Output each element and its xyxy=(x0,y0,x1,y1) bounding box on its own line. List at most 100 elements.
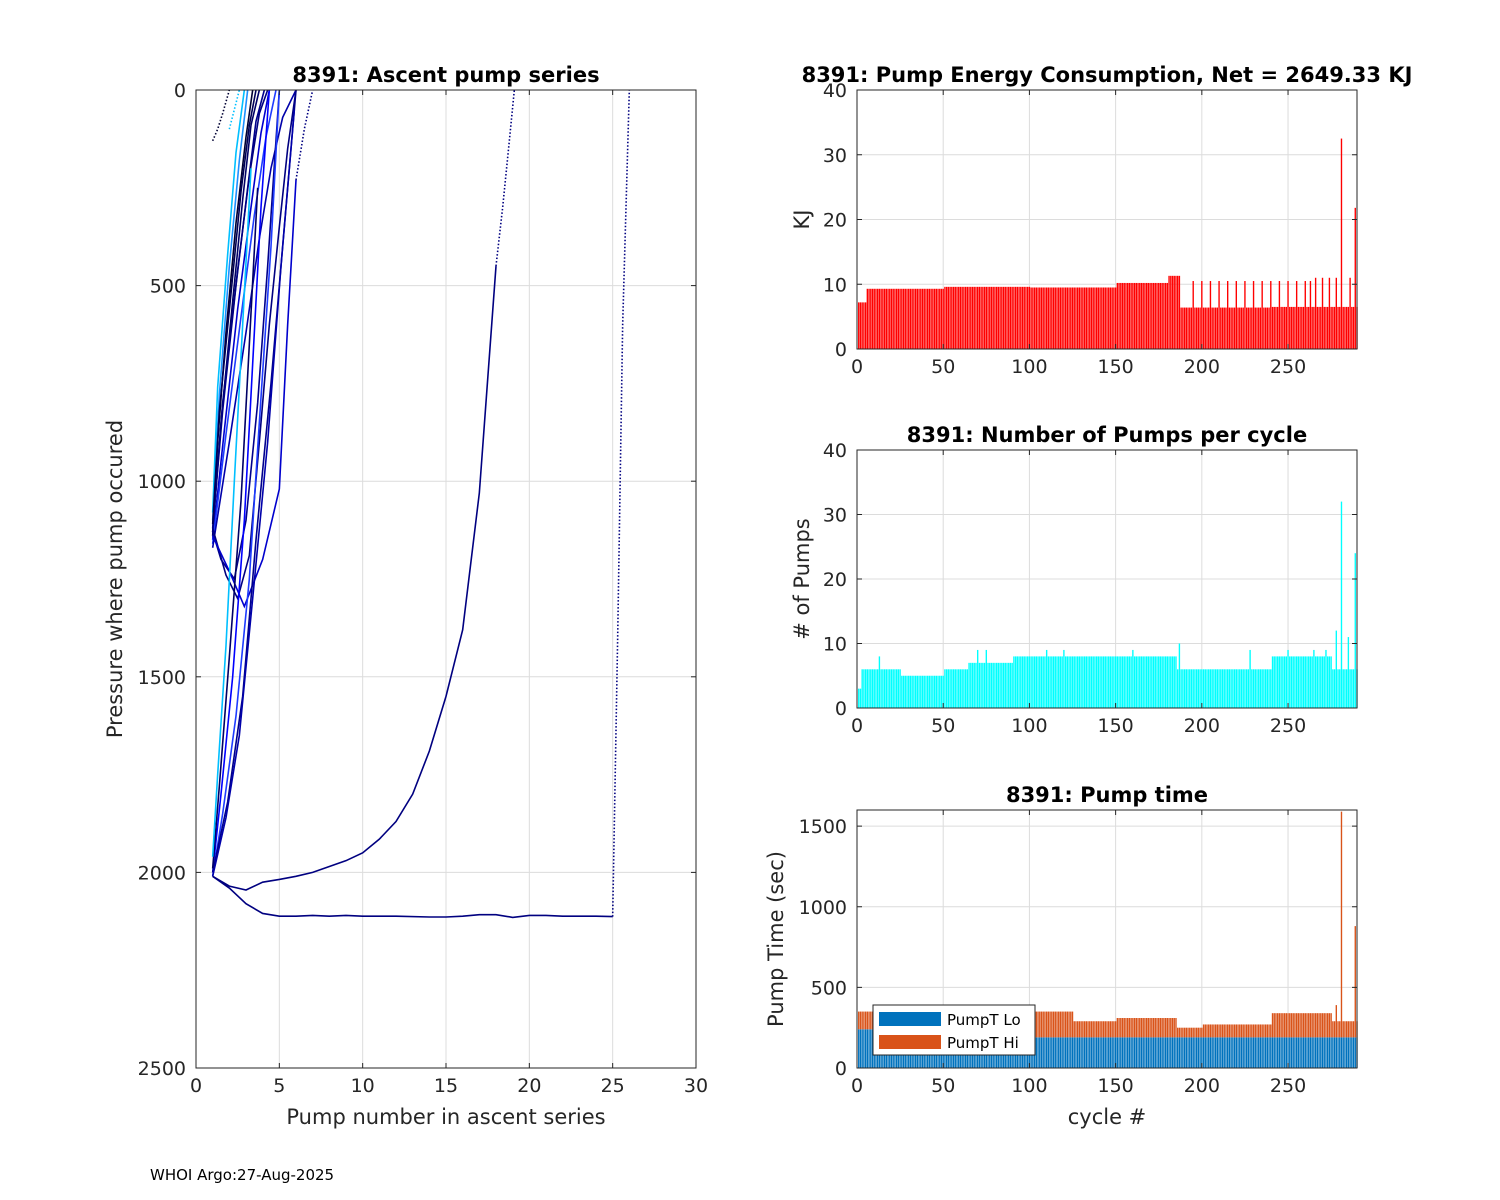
bar xyxy=(1345,306,1348,349)
bar-pumpt-hi xyxy=(1104,1021,1106,1038)
bar xyxy=(1275,306,1277,349)
bar-pumpt-lo xyxy=(1178,1037,1181,1068)
bar xyxy=(1320,656,1322,708)
bar xyxy=(1259,669,1262,708)
bar-pumpt-lo xyxy=(1168,1037,1170,1068)
bar-pumpt-hi xyxy=(859,1011,862,1030)
bar xyxy=(1039,287,1041,349)
bar xyxy=(1282,656,1284,708)
bar-pumpt-hi xyxy=(1051,1011,1053,1038)
bar-pumpt-lo xyxy=(1166,1037,1169,1068)
bar xyxy=(1009,286,1012,349)
bar xyxy=(1147,656,1150,708)
bar-pumpt-lo xyxy=(864,1029,867,1068)
bar xyxy=(899,288,901,349)
bar xyxy=(1251,307,1253,349)
bar xyxy=(930,288,932,349)
bar xyxy=(1258,669,1260,708)
bar-pumpt-hi xyxy=(1149,1018,1151,1038)
ascent-xlabel: Pump number in ascent series xyxy=(286,1105,605,1129)
x-tick-label: 150 xyxy=(1097,356,1133,378)
series-line-deep-4 xyxy=(211,187,259,869)
bar-pumpt-lo xyxy=(1287,1037,1289,1068)
bar xyxy=(890,288,893,349)
bar xyxy=(1237,307,1239,349)
bar xyxy=(1187,307,1189,349)
bar-pumpt-lo xyxy=(1323,1037,1325,1068)
bar-pumpt-hi xyxy=(1235,1024,1237,1038)
bar xyxy=(1185,669,1187,708)
x-tick-label: 200 xyxy=(1184,715,1220,737)
bar-pumpt-lo xyxy=(1058,1037,1060,1068)
bar xyxy=(1097,287,1100,349)
bar xyxy=(944,286,946,349)
bar xyxy=(901,288,903,349)
bar-pumpt-hi xyxy=(1142,1018,1144,1038)
series-line-deep-6 xyxy=(211,109,296,877)
y-tick-label: 1500 xyxy=(799,816,847,838)
bar-pumpt-lo xyxy=(1094,1037,1096,1068)
bar xyxy=(1173,275,1175,349)
bar xyxy=(1039,656,1041,708)
bar xyxy=(1077,287,1079,349)
bar xyxy=(877,288,879,349)
bar-pumpt-hi xyxy=(1280,1013,1282,1038)
bar xyxy=(1142,282,1144,349)
bar xyxy=(944,669,946,708)
bar xyxy=(1295,281,1298,349)
x-tick-label: 150 xyxy=(1097,715,1133,737)
bar-pumpt-hi xyxy=(1240,1024,1243,1038)
bar xyxy=(1106,656,1108,708)
bar xyxy=(925,288,927,349)
y-tick-label: 20 xyxy=(823,210,847,232)
bar xyxy=(1218,281,1220,349)
bar xyxy=(1090,287,1093,349)
bar-pumpt-lo xyxy=(1237,1037,1239,1068)
bar xyxy=(1185,307,1187,349)
bar-pumpt-lo xyxy=(1085,1037,1087,1068)
bar xyxy=(1328,656,1331,708)
bar xyxy=(1320,306,1322,349)
x-tick-label: 250 xyxy=(1270,715,1306,737)
bar xyxy=(1323,306,1325,349)
bar xyxy=(1113,656,1115,708)
bar-pumpt-lo xyxy=(1251,1037,1253,1068)
pumptime-ylabel: Pump Time (sec) xyxy=(764,851,788,1027)
bar xyxy=(1177,275,1179,349)
bar-pumpt-hi xyxy=(1325,1013,1327,1038)
bar xyxy=(1078,287,1081,349)
bar-pumpt-hi xyxy=(864,1011,867,1030)
bar-pumpt-hi xyxy=(1270,1024,1272,1038)
bar xyxy=(868,669,870,708)
bar xyxy=(1213,307,1215,349)
bar xyxy=(866,669,869,708)
bar xyxy=(1170,275,1172,349)
bar-pumpt-lo xyxy=(1092,1037,1094,1068)
bar-pumpt-hi xyxy=(1245,1024,1248,1038)
bar-pumpt-lo xyxy=(1256,1037,1258,1068)
bar-pumpt-hi xyxy=(1056,1011,1058,1038)
bar xyxy=(1277,656,1279,708)
bar xyxy=(1225,669,1227,708)
bar xyxy=(1145,282,1148,349)
bar xyxy=(1330,656,1332,708)
bar xyxy=(1118,282,1120,349)
bar xyxy=(1289,656,1291,708)
bar xyxy=(920,675,922,708)
bar-pumpt-hi xyxy=(1127,1018,1129,1038)
bar-pumpt-hi xyxy=(1302,1013,1305,1038)
bar xyxy=(1120,282,1122,349)
bar xyxy=(939,288,941,349)
bar-pumpt-lo xyxy=(1137,1037,1139,1068)
bar xyxy=(1032,287,1034,349)
bar xyxy=(1180,669,1182,708)
bar-pumpt-lo xyxy=(1316,1037,1319,1068)
bar-pumpt-hi xyxy=(1202,1024,1205,1038)
bar-pumpt-lo xyxy=(1311,1037,1313,1068)
bar xyxy=(1321,277,1324,349)
bar xyxy=(858,302,860,349)
bar xyxy=(1206,307,1208,349)
bar-pumpt-hi xyxy=(1054,1011,1056,1038)
bar-pumpt-hi xyxy=(1301,1013,1303,1038)
